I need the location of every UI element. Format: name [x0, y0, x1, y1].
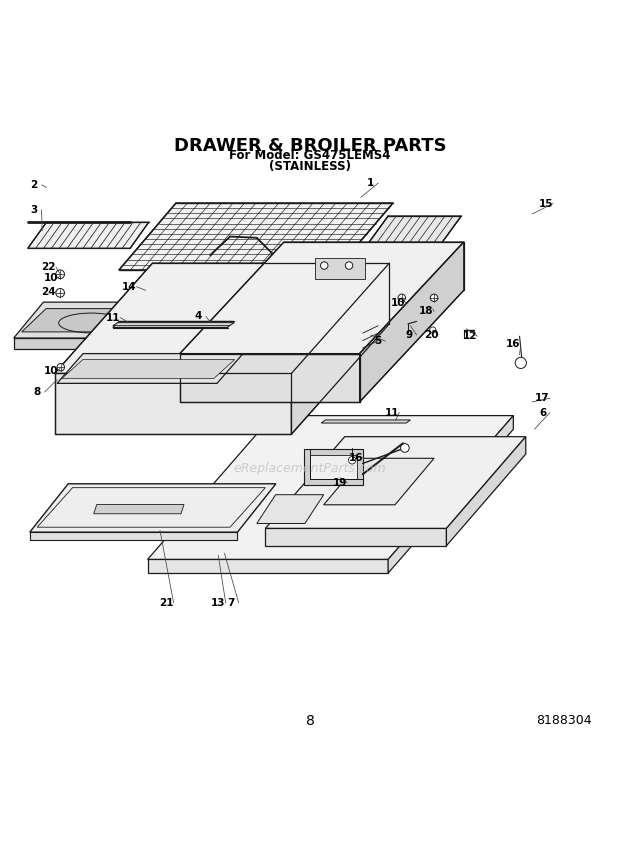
Polygon shape: [113, 321, 234, 328]
Polygon shape: [28, 223, 149, 248]
Polygon shape: [360, 242, 464, 402]
Polygon shape: [14, 338, 144, 349]
Text: 4: 4: [195, 312, 202, 321]
Polygon shape: [265, 437, 526, 528]
Circle shape: [57, 364, 64, 371]
Circle shape: [430, 327, 436, 333]
Text: 15: 15: [538, 199, 553, 209]
Polygon shape: [62, 360, 235, 378]
Text: DRAWER & BROILER PARTS: DRAWER & BROILER PARTS: [174, 137, 446, 155]
Text: 6: 6: [539, 407, 546, 418]
Text: 10: 10: [43, 366, 58, 376]
Text: 5: 5: [374, 336, 382, 346]
Text: For Model: GS475LEMS4: For Model: GS475LEMS4: [229, 149, 391, 162]
Polygon shape: [148, 560, 388, 573]
Circle shape: [56, 288, 64, 297]
Text: (STAINLESS): (STAINLESS): [269, 160, 351, 173]
Polygon shape: [113, 323, 234, 325]
Circle shape: [321, 262, 328, 270]
Text: 14: 14: [122, 282, 136, 292]
Text: 13: 13: [211, 597, 226, 608]
Circle shape: [401, 443, 409, 452]
Text: 18: 18: [419, 306, 434, 317]
Text: 8188304: 8188304: [536, 714, 592, 727]
Polygon shape: [55, 263, 389, 373]
Text: 11: 11: [105, 312, 120, 323]
Polygon shape: [446, 437, 526, 546]
Text: 11: 11: [384, 407, 399, 418]
Polygon shape: [30, 532, 237, 539]
Text: 7: 7: [228, 597, 235, 608]
Text: 22: 22: [41, 262, 56, 272]
Text: 24: 24: [41, 287, 56, 296]
Text: 21: 21: [159, 597, 174, 608]
Polygon shape: [180, 354, 360, 402]
Text: 2: 2: [30, 180, 38, 190]
Polygon shape: [119, 203, 393, 270]
Text: 12: 12: [463, 331, 477, 342]
Text: 3: 3: [30, 205, 38, 215]
Circle shape: [398, 294, 405, 301]
Text: 16: 16: [506, 339, 521, 349]
Polygon shape: [265, 528, 446, 546]
Polygon shape: [324, 458, 434, 505]
Text: eReplacementParts.com: eReplacementParts.com: [234, 461, 386, 475]
Polygon shape: [148, 416, 513, 560]
Circle shape: [515, 357, 526, 368]
Polygon shape: [310, 455, 356, 479]
Polygon shape: [30, 484, 276, 532]
Circle shape: [430, 294, 438, 301]
Polygon shape: [180, 242, 464, 354]
Text: 10: 10: [391, 298, 405, 308]
Polygon shape: [57, 354, 243, 383]
Polygon shape: [352, 216, 461, 265]
Polygon shape: [14, 302, 174, 338]
Polygon shape: [55, 373, 291, 434]
Text: 17: 17: [535, 393, 550, 403]
Text: 1: 1: [367, 178, 374, 188]
Circle shape: [56, 270, 64, 278]
Circle shape: [348, 456, 356, 464]
Polygon shape: [388, 416, 513, 573]
Polygon shape: [257, 495, 324, 524]
Text: 19: 19: [332, 478, 347, 488]
Text: 9: 9: [405, 330, 413, 340]
Circle shape: [345, 262, 353, 270]
Text: 10: 10: [43, 273, 58, 283]
Polygon shape: [315, 258, 365, 279]
Text: 20: 20: [423, 330, 438, 340]
Polygon shape: [94, 504, 184, 514]
Polygon shape: [321, 420, 410, 423]
Text: 8: 8: [33, 387, 41, 397]
Text: 16: 16: [349, 453, 364, 463]
Polygon shape: [22, 309, 160, 332]
Text: 8: 8: [306, 714, 314, 728]
Polygon shape: [291, 263, 389, 434]
Polygon shape: [304, 449, 363, 485]
